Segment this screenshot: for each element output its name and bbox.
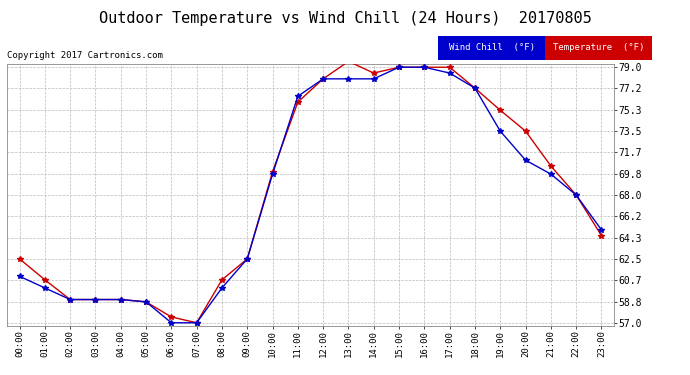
Text: Copyright 2017 Cartronics.com: Copyright 2017 Cartronics.com xyxy=(7,51,163,60)
Text: Temperature  (°F): Temperature (°F) xyxy=(553,44,644,52)
Text: Wind Chill  (°F): Wind Chill (°F) xyxy=(448,44,535,52)
Text: Outdoor Temperature vs Wind Chill (24 Hours)  20170805: Outdoor Temperature vs Wind Chill (24 Ho… xyxy=(99,11,591,26)
